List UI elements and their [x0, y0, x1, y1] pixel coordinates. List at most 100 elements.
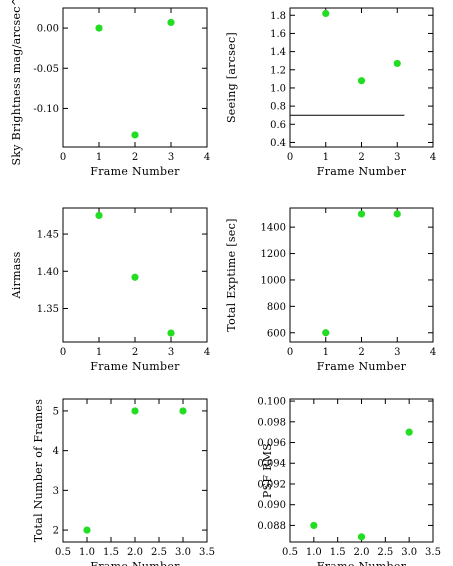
y-tick-label: 0.092 — [257, 479, 286, 490]
y-tick-label: 0.090 — [257, 500, 286, 511]
data-point — [357, 210, 366, 218]
y-axis-label: Sky Brightness mag/arcsec^2 — [10, 0, 23, 166]
y-tick-label: 3 — [53, 486, 59, 497]
panel-psf-rms: 0.5 1.0 1.5 2.0 2.5 3.0 3.5 0.088 0.090 0.092 0.09… — [257, 397, 441, 566]
x-tick-label: 1 — [96, 152, 102, 163]
plot-frame — [289, 398, 434, 543]
y-axis-label: PSF RMS — [261, 443, 274, 498]
y-axis-label: Total Number of Frames — [32, 399, 45, 542]
data-point — [131, 131, 139, 139]
y-tick-label: 2 — [53, 526, 59, 537]
y-tick-label: 0.8 — [270, 102, 286, 113]
x-tick-label: 2 — [358, 152, 364, 163]
y-tick-label: 1.4 — [270, 47, 286, 58]
x-tick-label: 2.0 — [127, 547, 143, 558]
data-point — [167, 329, 175, 337]
data-point — [131, 407, 139, 415]
x-tick-label: 2 — [358, 347, 364, 358]
x-tick-label: 1.5 — [103, 547, 119, 558]
x-tick-label: 2.0 — [354, 547, 370, 558]
data-point — [405, 428, 413, 436]
y-tick-label: 1.45 — [37, 230, 59, 241]
x-tick-label: 1.0 — [306, 547, 322, 558]
y-tick-label: 4 — [53, 446, 59, 457]
x-axis-label: Frame Number — [90, 165, 180, 178]
x-tick-label: 4 — [430, 347, 436, 358]
data-point — [322, 329, 330, 337]
y-tick-label: 800 — [267, 302, 286, 313]
y-axis-label: Total Exptime [sec] — [225, 218, 238, 331]
y-tick-label: 1.40 — [37, 267, 59, 278]
y-tick-label: 1200 — [261, 249, 286, 260]
x-axis-label: Frame Number — [90, 560, 180, 566]
y-tick-label: 1.2 — [270, 65, 286, 76]
y-tick-label: 1.0 — [270, 83, 286, 94]
x-tick-label: 3 — [168, 347, 174, 358]
x-tick-label: 3 — [394, 152, 400, 163]
y-tick-label: 0.094 — [257, 459, 286, 470]
data-point — [322, 9, 330, 18]
x-tick-label: 2.5 — [151, 547, 167, 558]
x-tick-label: 2.5 — [377, 547, 393, 558]
x-tick-label: 1.5 — [330, 547, 346, 558]
data-point — [357, 77, 366, 85]
panel-airmass: 0 1 2 3 4 1.35 1.40 1.45 Frame Number Airmass — [10, 207, 210, 373]
x-tick-label: 2 — [132, 347, 138, 358]
y-tick-label: 0.096 — [257, 438, 286, 449]
y-tick-label: 1400 — [261, 223, 286, 234]
y-tick-label: 0.6 — [270, 120, 286, 131]
x-tick-label: 2 — [132, 152, 138, 163]
panel-exptime: 0 1 2 3 4 600 800 1000 1200 1400 Frame Number Total… — [225, 207, 436, 373]
data-point — [167, 18, 175, 27]
x-tick-label: 0.5 — [55, 547, 71, 558]
panel-seeing: 0 1 2 3 4 0.4 0.6 0.8 1.0 1.2 1.4 1.6 1.8 Frame Numbe… — [225, 7, 436, 178]
data-point — [131, 273, 139, 281]
x-tick-label: 3.5 — [425, 547, 441, 558]
x-axis-label: Frame Number — [317, 560, 407, 566]
x-tick-label: 4 — [204, 152, 210, 163]
data-point — [393, 210, 401, 218]
x-tick-label: 1 — [323, 347, 329, 358]
x-tick-label: 1 — [323, 152, 329, 163]
x-tick-label: 1 — [96, 347, 102, 358]
data-point — [179, 407, 187, 415]
data-point — [393, 59, 401, 68]
x-axis-label: Frame Number — [317, 360, 407, 373]
data-point — [95, 211, 103, 220]
y-axis-label: Airmass — [10, 251, 23, 299]
x-tick-label: 3.0 — [401, 547, 417, 558]
x-tick-label: 3 — [394, 347, 400, 358]
x-tick-label: 4 — [430, 152, 436, 163]
x-tick-label: 1.0 — [79, 547, 95, 558]
x-tick-label: 0 — [60, 347, 66, 358]
x-tick-label: 4 — [204, 347, 210, 358]
data-point — [95, 24, 103, 32]
data-point — [83, 526, 91, 534]
y-tick-label: -0.10 — [33, 104, 59, 115]
y-tick-label: 1.6 — [270, 29, 286, 40]
y-tick-label: 600 — [267, 328, 286, 339]
x-axis-label: Frame Number — [90, 360, 180, 373]
x-tick-label: 3.0 — [175, 547, 191, 558]
x-tick-label: 0 — [287, 152, 293, 163]
x-tick-label: 3 — [168, 152, 174, 163]
x-tick-label: 0.5 — [282, 547, 298, 558]
data-point — [357, 533, 366, 541]
y-tick-label: 0.098 — [257, 417, 286, 428]
y-tick-label: 0.00 — [37, 24, 59, 35]
y-tick-label: 0.4 — [270, 138, 286, 149]
plot-frame — [62, 7, 208, 148]
panel-sky-brightness: 0 1 2 3 4 -0.10 -0.05 0.00 Frame Number Sky Brigh… — [10, 0, 210, 178]
y-tick-label: 1.35 — [37, 304, 59, 315]
x-tick-label: 0 — [60, 152, 66, 163]
y-tick-label: -0.05 — [33, 64, 59, 75]
y-tick-label: 1000 — [261, 275, 286, 286]
y-axis-label: Seeing [arcsec] — [225, 32, 238, 123]
data-point — [310, 521, 318, 530]
panel-number-of-frames: 0.5 1.0 1.5 2.0 2.5 3.0 3.5 2 3 4 5 Frame Number Tot… — [32, 398, 215, 566]
y-tick-label: 0.100 — [257, 397, 286, 408]
x-tick-label: 0 — [287, 347, 293, 358]
y-tick-label: 0.088 — [257, 521, 286, 532]
y-tick-label: 5 — [53, 406, 59, 417]
